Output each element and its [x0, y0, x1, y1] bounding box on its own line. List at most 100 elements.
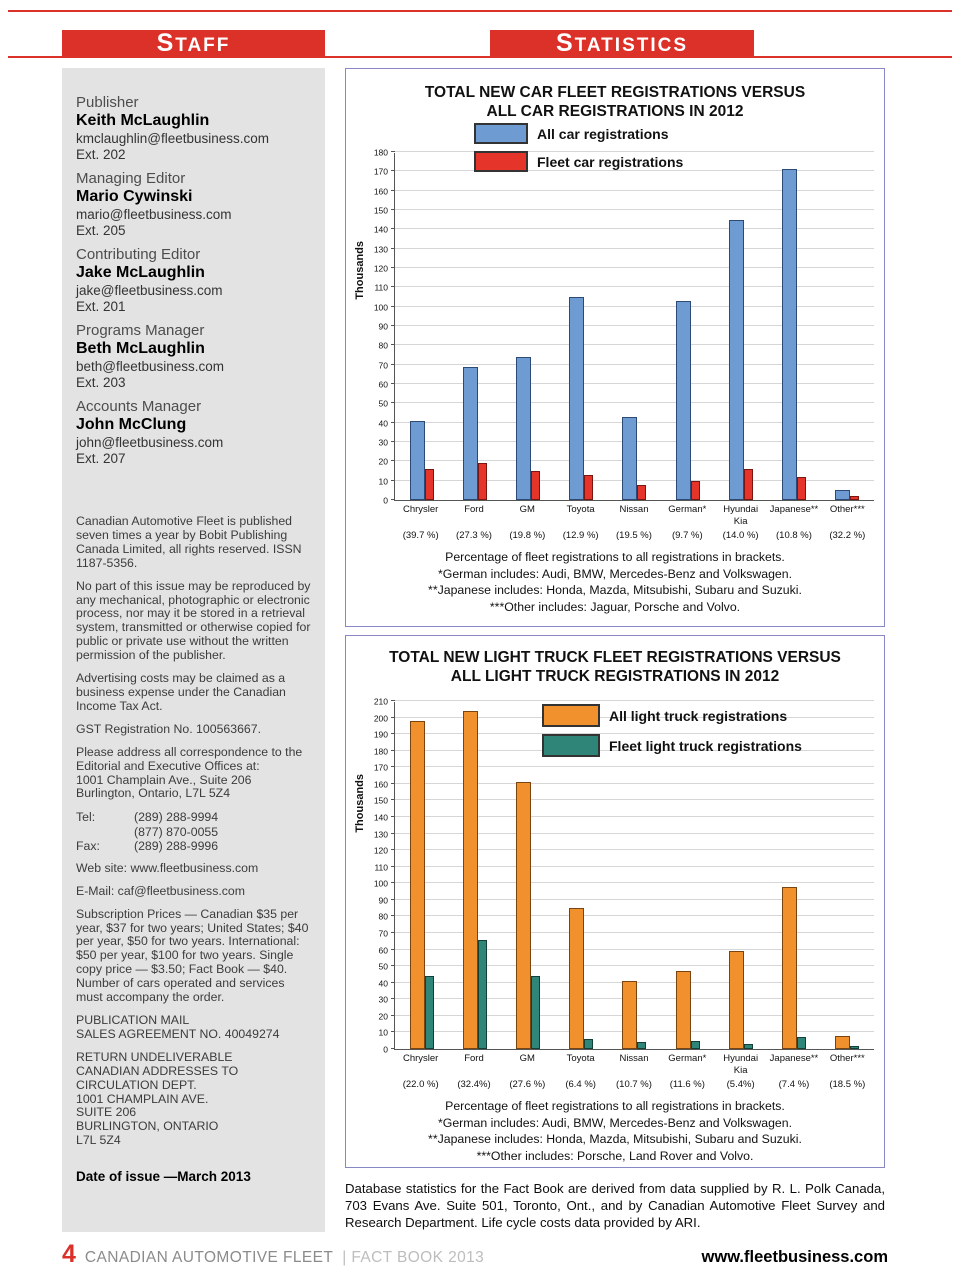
chart-footnote: ***Other includes: Jaguar, Porsche and V… [489, 599, 741, 614]
staff-list: Publisher Keith McLaughlin kmclaughlin@fle… [76, 94, 311, 467]
y-tick-label: 60 [378, 378, 388, 389]
gridline [395, 228, 874, 229]
notice-paragraph: Date of issue —March 2013 [76, 1169, 251, 1185]
category-percent: (32.2 %) [829, 530, 866, 541]
y-tick-label: 10 [378, 475, 388, 486]
bar-group [395, 702, 448, 1049]
staff-email: john@fleetbusiness.com [76, 435, 224, 450]
chart-footnote: **Japanese includes: Honda, Mazda, Mitsu… [428, 1132, 802, 1146]
staff-member: Programs Manager Beth McLaughlin beth@flee… [76, 322, 311, 391]
y-tick-label: 0 [383, 494, 388, 505]
y-tickmark [391, 915, 395, 916]
gridline [395, 816, 874, 817]
y-tickmark [391, 949, 395, 950]
all-registrations-bar [569, 908, 585, 1049]
gridline [395, 364, 874, 365]
notice-paragraph: Please address all correspondence to the… [76, 744, 303, 801]
category-label: GM [519, 504, 535, 515]
all-registrations-bar [622, 981, 638, 1049]
category-label: Nissan [619, 504, 649, 515]
staff-name: Keith McLaughlin [76, 112, 210, 129]
staff-name: Beth McLaughlin [76, 340, 205, 357]
contact-value: (877) 870-0055 [134, 824, 219, 839]
y-tick-label: 30 [378, 993, 388, 1004]
contact-value: (289) 288-9996 [134, 839, 219, 854]
y-tick-label: 180 [373, 745, 388, 756]
staff-role: Contributing Editor [76, 246, 201, 263]
y-tick-label: 90 [378, 320, 388, 331]
y-tick-label: 120 [373, 844, 388, 855]
category-label: Toyota [566, 1053, 595, 1064]
y-tickmark [391, 267, 395, 268]
staff-extension: Ext. 202 [76, 147, 126, 162]
category-label: Chrysler [402, 504, 439, 515]
category-cell: GM (27.6 %) [501, 1053, 554, 1090]
y-tickmark [391, 325, 395, 326]
notice-paragraph: Subscription Prices — Canadian $35 per y… [76, 906, 309, 1005]
y-tick-label: 40 [378, 417, 388, 428]
y-tick-label: 160 [373, 185, 388, 196]
category-cell: Hyundai Kia (14.0 %) [714, 504, 767, 541]
y-tickmark [391, 750, 395, 751]
chart-area: Thousands 0 10 20 30 40 50 60 70 80 90 100 110 120 13… [346, 697, 884, 1053]
page-footer: 4 CANADIAN AUTOMOTIVE FLEET | FACT BOOK … [62, 1242, 888, 1267]
staff-role: Publisher [76, 94, 139, 111]
staff-extension: Ext. 205 [76, 223, 126, 238]
staff-banner-label: STAFF [156, 28, 231, 57]
staff-role: Accounts Manager [76, 398, 202, 415]
gridline [395, 383, 874, 384]
category-percent: (27.3 %) [456, 530, 492, 541]
bar-group [768, 702, 821, 1049]
category-cell: Ford (32.4%) [447, 1053, 500, 1090]
y-tick-label: 150 [373, 794, 388, 805]
chart-footnotes: Percentage of fleet registrations to all… [346, 549, 884, 615]
category-label: German* [668, 504, 707, 515]
fleet-registrations-bar [850, 496, 860, 500]
notice-paragraph: GST Registration No. 100563667. [76, 721, 262, 736]
gridline [395, 932, 874, 933]
y-tickmark [391, 1048, 395, 1049]
bar-groups [395, 153, 874, 500]
all-registrations-bar [462, 366, 478, 500]
y-tickmark [391, 480, 395, 481]
all-registrations-bar [782, 169, 798, 500]
staff-email: jake@fleetbusiness.com [76, 283, 223, 298]
category-label: German* [668, 1053, 707, 1064]
car-registrations-chart: TOTAL NEW CAR FLEET REGISTRATIONS VERSUS… [345, 68, 885, 627]
category-cell: Japanese** (10.8 %) [767, 504, 820, 541]
bar-group [608, 153, 661, 500]
category-cell: Toyota (6.4 %) [554, 1053, 607, 1090]
staff-email: beth@fleetbusiness.com [76, 359, 225, 374]
y-tickmark [391, 422, 395, 423]
chart-footnote: Percentage of fleet registrations to all… [445, 550, 785, 564]
y-tick-label: 160 [373, 778, 388, 789]
category-cell: Nissan (19.5 %) [607, 504, 660, 541]
y-tickmark [391, 170, 395, 171]
notice-paragraph: No part of this issue may be reproduced … [76, 578, 311, 663]
category-cell: Other*** (18.5 %) [821, 1053, 874, 1090]
statistics-banner-label: STATISTICS [555, 28, 689, 57]
fleet-registrations-bar [531, 976, 541, 1049]
category-cell: Japanese** (7.4 %) [767, 1053, 820, 1090]
staff-member: Contributing Editor Jake McLaughlin jake@f… [76, 246, 311, 315]
chart-footnotes: Percentage of fleet registrations to all… [346, 1098, 884, 1164]
gridline [395, 190, 874, 191]
y-tickmark [391, 402, 395, 403]
y-tick-label: 170 [373, 165, 388, 176]
notice-paragraph: E-Mail: caf@fleetbusiness.com [76, 883, 245, 898]
bar-group [768, 153, 821, 500]
y-tick-label: 130 [373, 828, 388, 839]
legend-label: Fleet car registrations [537, 153, 684, 170]
contact-block: Tel: (289) 288-9994 (877) 870-0055 Fax: (289… [76, 810, 311, 854]
category-label: Nissan [619, 1053, 649, 1064]
y-tick-label: 120 [373, 262, 388, 273]
y-tickmark [391, 460, 395, 461]
bar-group [395, 153, 448, 500]
category-cell: Ford (27.3 %) [447, 504, 500, 541]
statistics-column: TOTAL NEW CAR FLEET REGISTRATIONS VERSUS… [345, 68, 885, 1231]
staff-name: Mario Cywinski [76, 188, 193, 205]
all-registrations-bar [675, 300, 691, 500]
category-cell: Chrysler (39.7 %) [394, 504, 447, 541]
notice-paragraph: Advertising costs may be claimed as a bu… [76, 671, 286, 713]
y-tickmark [391, 849, 395, 850]
